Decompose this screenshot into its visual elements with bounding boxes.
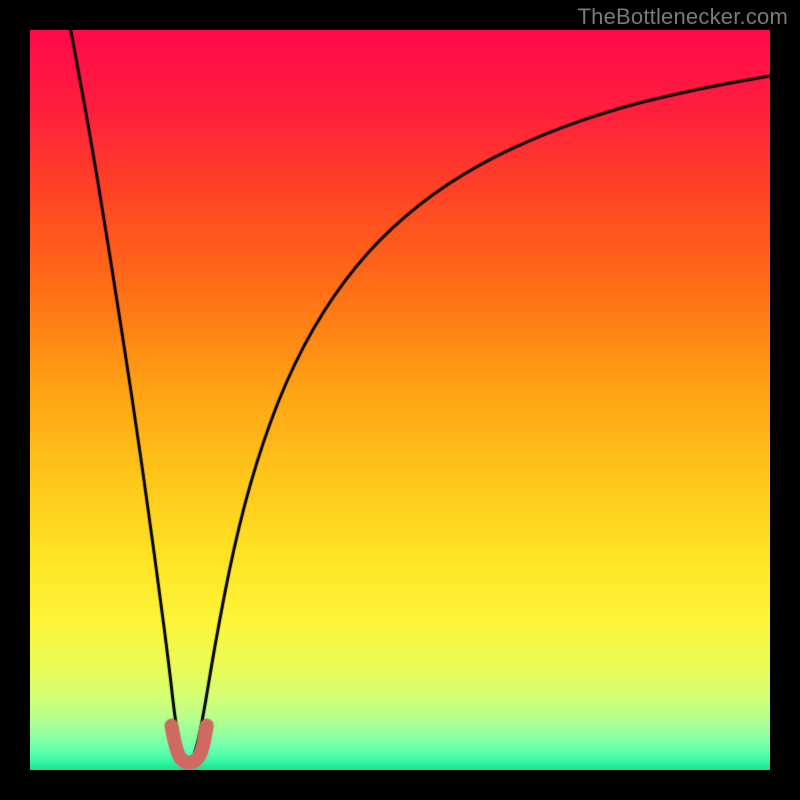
watermark-text: TheBottlenecker.com <box>578 4 788 30</box>
stage: TheBottlenecker.com <box>0 0 800 800</box>
bottleneck-curve <box>30 30 770 770</box>
chart-plot-area <box>30 30 770 770</box>
